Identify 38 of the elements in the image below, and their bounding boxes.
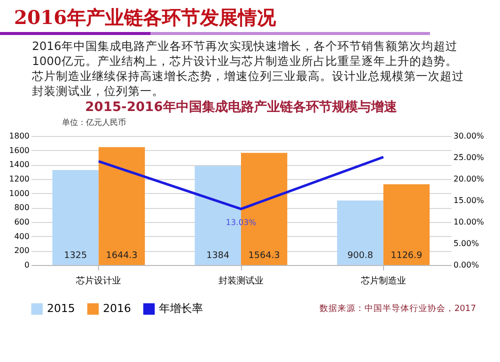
bar [98, 147, 145, 265]
y-tick-label: 1800 [9, 132, 30, 140]
y2-tick-label: 0.00% [454, 260, 480, 270]
legend-label: 年增长率 [159, 302, 203, 315]
y2-tick-label: 5.00% [454, 239, 480, 248]
bar [383, 184, 430, 265]
y-tick-label: 800 [14, 203, 30, 212]
x-tick-label: 芯片设计业 [75, 276, 122, 286]
data-label: 1325 [64, 251, 87, 261]
x-tick-label: 芯片制造业 [360, 276, 406, 286]
y-tick-label: 400 [14, 232, 30, 241]
source-note: 数据来源：中国半导体行业协会，2017 [319, 303, 476, 315]
x-tick-label: 封装测试业 [218, 276, 264, 286]
y2-tick-label: 30.00% [454, 132, 484, 140]
y-tick-label: 1600 [9, 146, 30, 155]
legend-label: 2016 [103, 302, 131, 315]
text: 2016年中国集成电路产业各环节再次实现快速增长，各个环节销售额第次均超过1000亿元。产业结构上，芯片设计业与芯片制造业所占比重呈逐年上升的趋势。芯片制造业继续保持高速增长态势，增速位列三业最高。设计业总规模第一次超过封装测试业，位列第一。 [31, 39, 465, 99]
bar [52, 170, 99, 265]
data-label: 1384 [206, 251, 230, 261]
legend-label: 2015 [47, 302, 75, 315]
y-tick-label: 1200 [9, 174, 30, 184]
data-label: 900.8 [347, 251, 374, 261]
y2-tick-label: 20.00% [454, 174, 484, 184]
y2-tick-label: 25.00% [454, 153, 484, 162]
y-tick-label: 200 [14, 246, 30, 256]
y-tick-label: 600 [14, 218, 30, 226]
y2-tick-label: 10.00% [454, 218, 484, 226]
y2-tick-label: 15.00% [454, 196, 484, 205]
y-tick-label: 1000 [9, 188, 30, 198]
chart-title: 2016年产业链各环节发展情况 [14, 6, 277, 30]
text: 单位：亿元人民币 [62, 117, 126, 128]
data-label: 1644.3 [106, 251, 138, 261]
bar [337, 200, 384, 265]
data-label: 1564.3 [248, 251, 280, 261]
data-label: 1126.9 [390, 251, 423, 261]
y-tick-label: 0 [24, 260, 30, 270]
y-tick-label: 1400 [9, 160, 30, 170]
chart-subtitle: 2015-2016年中国集成电路产业链各环节规模与增速 [85, 99, 398, 115]
